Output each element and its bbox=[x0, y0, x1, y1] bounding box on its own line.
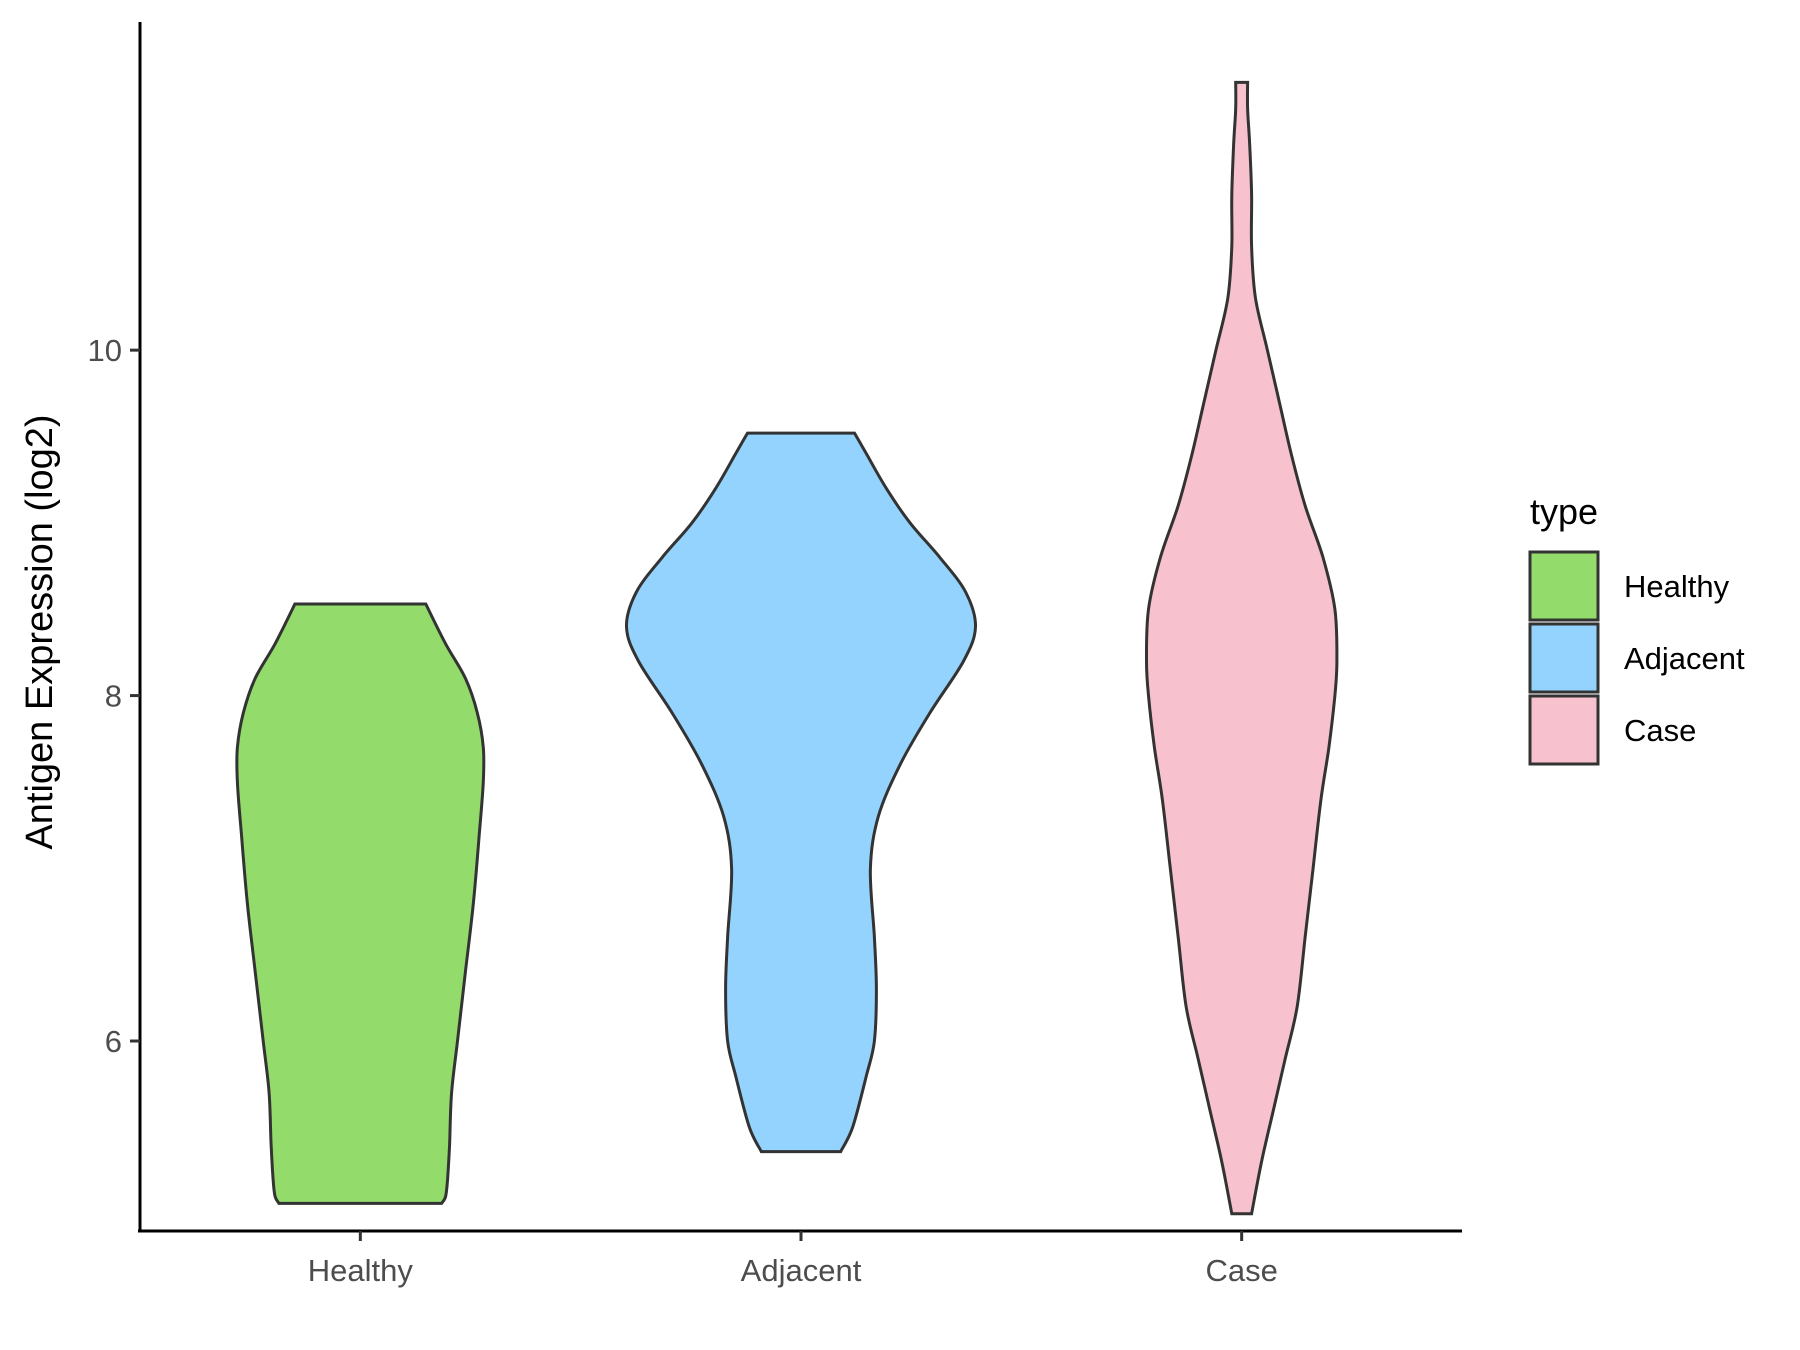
legend: type Healthy Adjacent Case bbox=[1528, 491, 1745, 766]
violin-case bbox=[1144, 80, 1339, 1216]
y-tick-label: 6 bbox=[105, 1024, 122, 1059]
legend-key-healthy bbox=[1528, 550, 1600, 622]
violin-adjacent bbox=[624, 431, 978, 1154]
violin-layer bbox=[235, 80, 1339, 1216]
legend-title: type bbox=[1530, 491, 1598, 532]
y-tick-label: 8 bbox=[105, 679, 122, 714]
x-axis-ticks: Healthy Adjacent Case bbox=[308, 1231, 1278, 1288]
legend-label-case: Case bbox=[1624, 713, 1696, 748]
legend-label-healthy: Healthy bbox=[1624, 569, 1730, 604]
y-tick-label: 10 bbox=[88, 333, 122, 368]
x-tick-label: Case bbox=[1205, 1253, 1277, 1288]
legend-label-adjacent: Adjacent bbox=[1624, 641, 1745, 676]
x-tick-label: Healthy bbox=[308, 1253, 414, 1288]
violin-healthy bbox=[235, 602, 486, 1205]
legend-key-adjacent bbox=[1528, 622, 1600, 694]
legend-key-case bbox=[1528, 694, 1600, 766]
y-axis-title: Antigen Expression (log2) bbox=[19, 414, 61, 849]
y-axis-ticks: 6 8 10 bbox=[88, 333, 140, 1059]
x-tick-label: Adjacent bbox=[741, 1253, 862, 1288]
